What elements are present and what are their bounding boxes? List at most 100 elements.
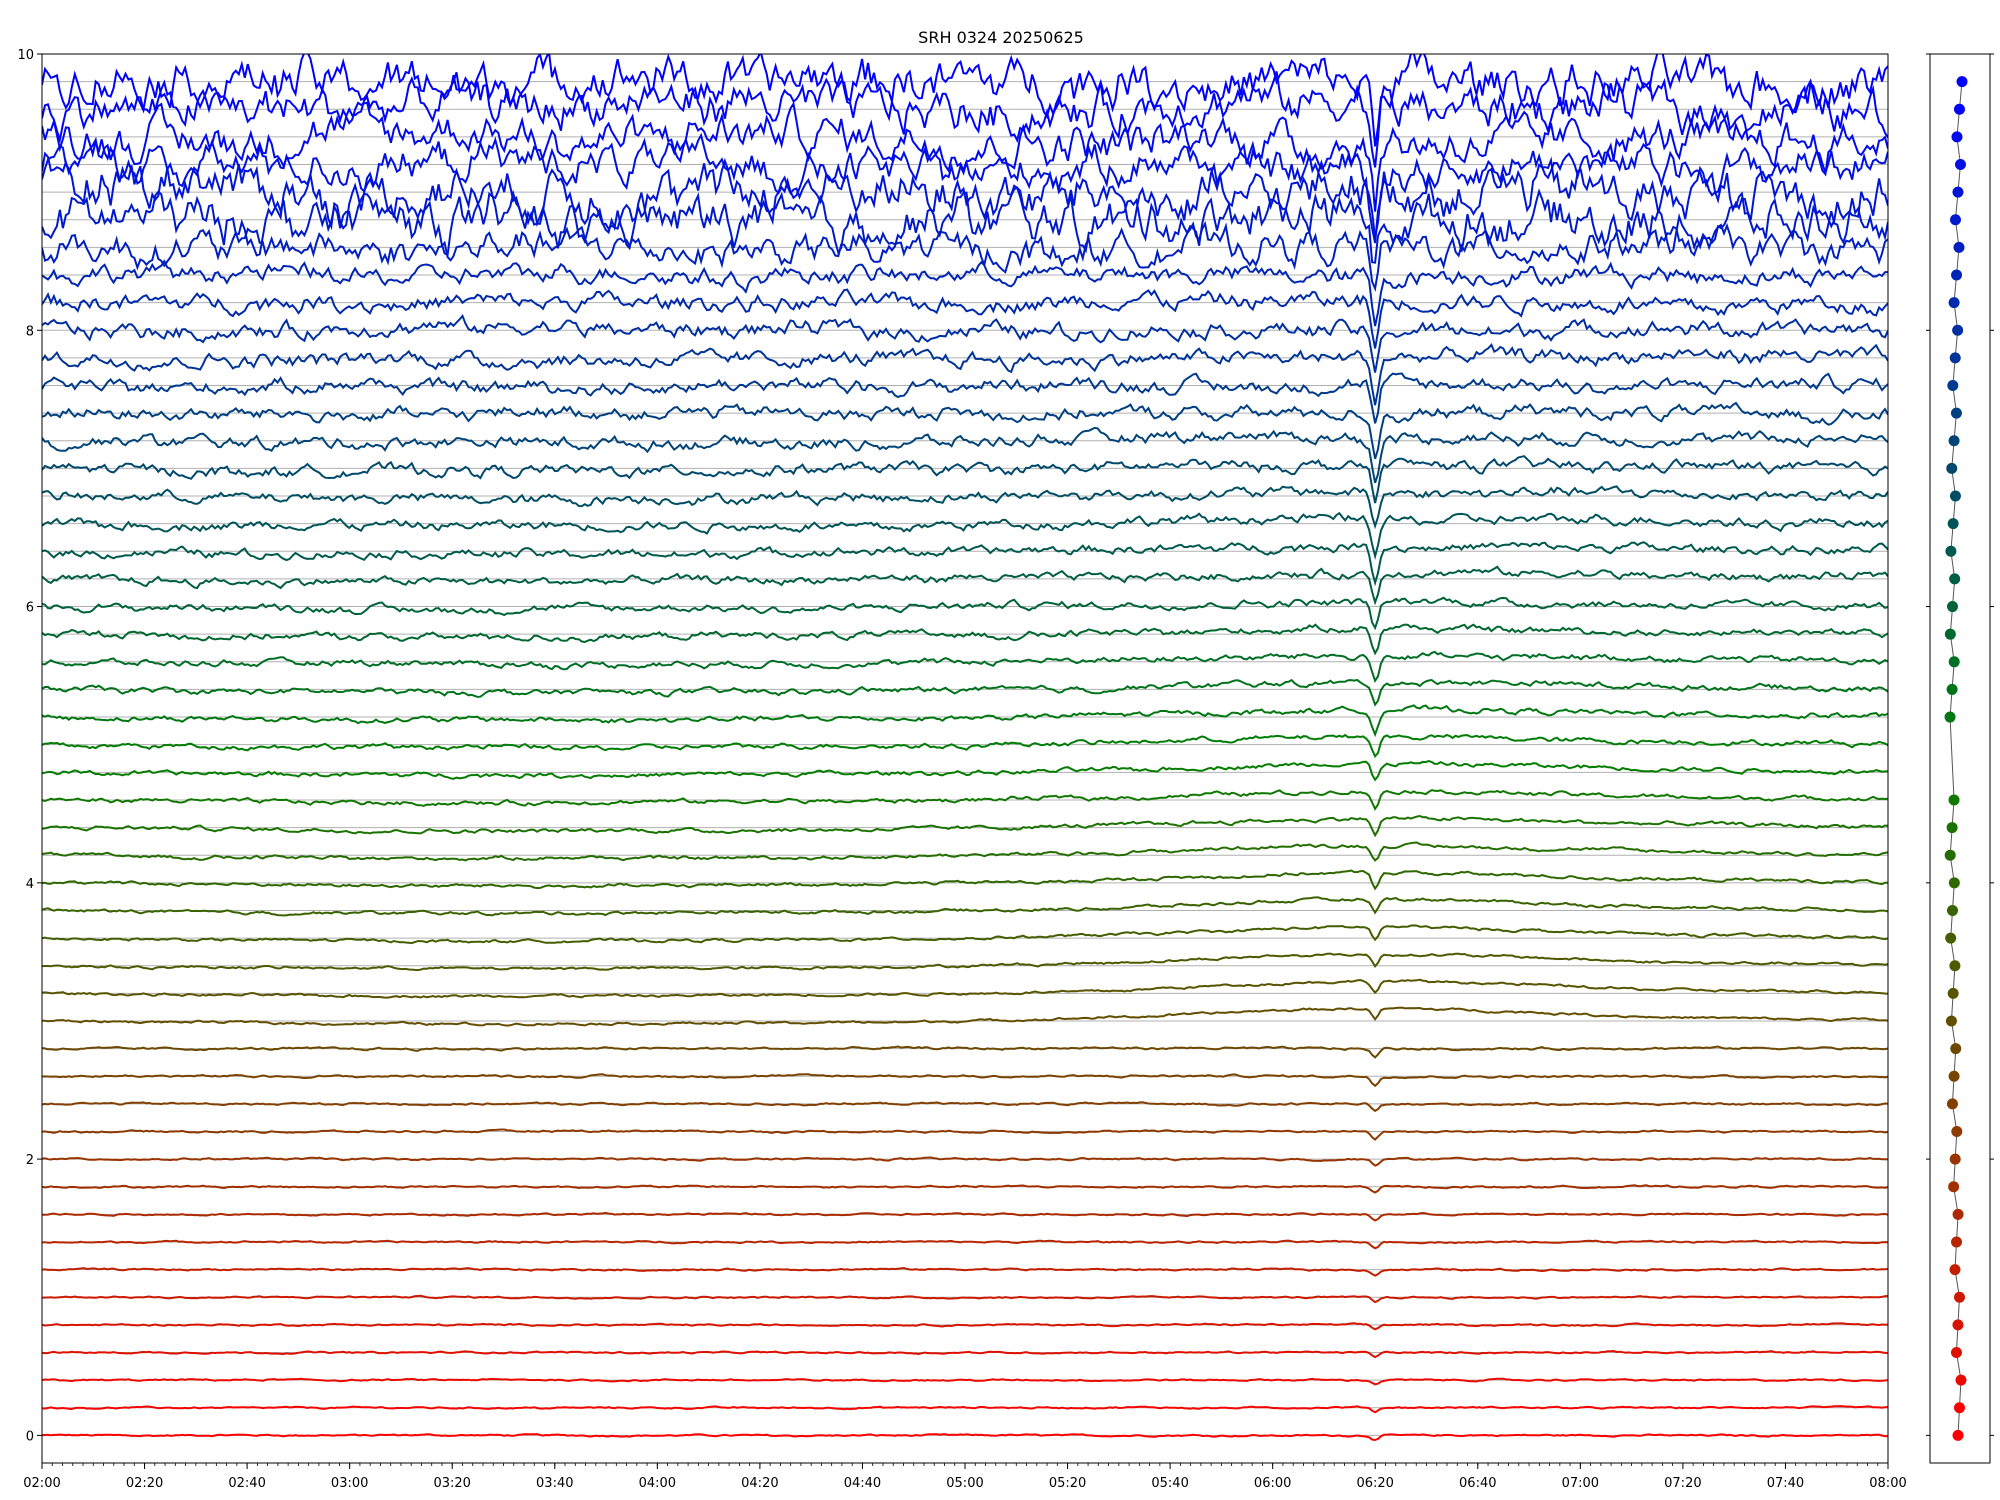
side-marker [1950,407,1962,419]
x-tick-label: 05:20 [1049,1476,1086,1491]
side-axes-frame [1929,53,1991,1464]
side-marker [1946,462,1958,474]
trace-41 [42,288,1888,349]
side-marker [1953,103,1965,115]
trace-20 [42,869,1888,891]
trace-22 [42,814,1888,838]
trace-38 [42,372,1888,424]
side-marker-panel [1926,53,1994,1464]
trace-15 [42,1006,1888,1027]
side-marker [1949,573,1961,585]
side-marker [1947,518,1959,530]
trace-42 [42,259,1888,327]
side-marker [1949,352,1961,364]
trace-48 [42,70,1888,168]
x-tick-label: 05:00 [946,1476,983,1491]
trace-12 [42,1101,1888,1113]
x-tick-label: 08:00 [1869,1476,1906,1491]
side-marker [1946,1098,1958,1110]
trace-24 [42,759,1888,782]
x-tick-label: 02:20 [126,1476,163,1491]
side-marker [1950,1043,1962,1055]
trace-49 [42,54,1888,147]
side-marker [1948,877,1960,889]
trace-5 [42,1294,1888,1304]
main-plot-area: 0 2 4 6 8 10 02:00 02:20 02:40 03:00 03:20 03:40 04:… [17,48,1906,1491]
trace-8 [42,1211,1888,1222]
trace-21 [42,841,1888,862]
side-marker [1952,1208,1964,1220]
trace-23 [42,789,1888,811]
side-marker [1949,1153,1961,1165]
x-tick-label: 02:00 [23,1476,60,1491]
side-marker [1952,1319,1964,1331]
trace-10 [42,1156,1888,1167]
trace-17 [42,952,1888,972]
side-marker [1948,435,1960,447]
y-tick-label: 6 [26,601,34,616]
side-marker [1944,711,1956,723]
x-tick-label: 03:20 [433,1476,470,1491]
trace-47 [42,101,1888,212]
side-marker [1948,1070,1960,1082]
trace-3 [42,1349,1888,1359]
side-marker [1953,1402,1965,1414]
side-marker [1956,76,1968,88]
x-tick-label: 02:40 [228,1476,265,1491]
side-marker [1945,1015,1957,1027]
trace-29 [42,623,1888,656]
trace-7 [42,1239,1888,1250]
y-tick-label: 10 [17,48,34,63]
trace-39 [42,342,1888,406]
side-marker [1951,1125,1963,1137]
x-tick-label: 04:40 [844,1476,881,1491]
trace-1 [42,1405,1888,1414]
trace-9 [42,1184,1888,1194]
chart-title: SRH 0324 20250625 [918,28,1084,47]
x-tick-label: 03:00 [331,1476,368,1491]
side-marker [1955,1374,1967,1386]
trace-0 [42,1433,1888,1442]
x-tick-label: 03:40 [536,1476,573,1491]
side-marker [1946,601,1958,613]
trace-4 [42,1322,1888,1331]
side-marker [1954,159,1966,171]
trace-16 [42,978,1888,999]
trace-43 [42,220,1888,293]
side-marker [1952,1429,1964,1441]
side-marker [1947,380,1959,392]
side-marker [1949,1264,1961,1276]
trace-25 [42,733,1888,759]
traces [42,54,1888,1442]
y-tick-label: 8 [26,324,34,339]
side-marker [1946,822,1958,834]
y-tick-label: 2 [26,1153,34,1168]
side-marker [1944,849,1956,861]
side-marker [1946,683,1958,695]
side-marker [1949,214,1961,226]
side-marker [1946,904,1958,916]
trace-14 [42,1045,1888,1059]
side-marker [1951,131,1963,143]
trace-34 [42,485,1888,530]
trace-33 [42,511,1888,561]
side-marker [1947,987,1959,999]
x-tick-label: 07:20 [1664,1476,1701,1491]
x-tick-label: 05:40 [1151,1476,1188,1491]
x-tick-label: 04:20 [741,1476,778,1491]
side-marker [1952,186,1964,198]
trace-36 [42,426,1888,484]
trace-19 [42,896,1888,917]
side-marker [1945,545,1957,557]
trace-32 [42,541,1888,587]
y-tick-label: 4 [26,877,34,892]
x-tick-label: 06:20 [1356,1476,1393,1491]
trace-11 [42,1128,1888,1141]
trace-30 [42,596,1888,631]
x-tick-label: 06:40 [1459,1476,1496,1491]
trace-6 [42,1266,1888,1277]
side-marker [1948,1181,1960,1193]
side-marker [1952,324,1964,336]
x-tick-label: 04:00 [639,1476,676,1491]
